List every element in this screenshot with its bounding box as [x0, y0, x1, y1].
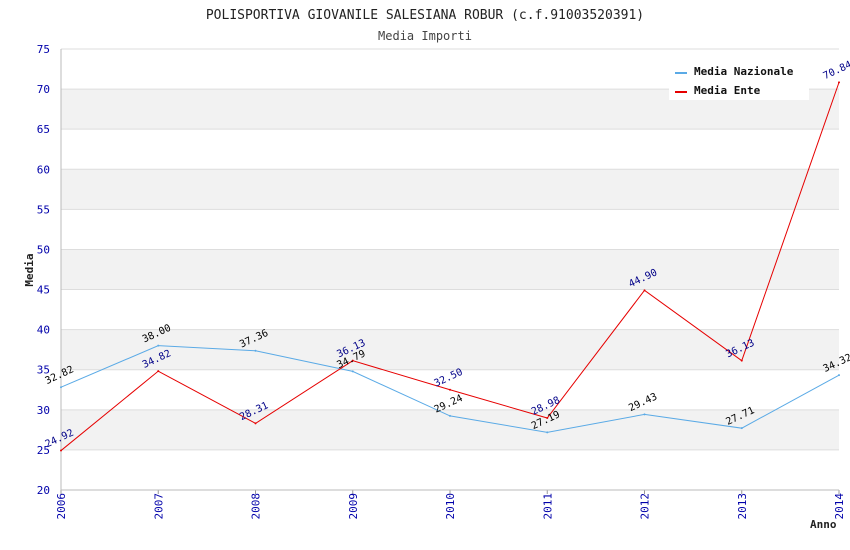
data-point-media-nazionale [449, 414, 451, 417]
y-tick-label: 55 [37, 203, 50, 216]
axes [60, 49, 839, 491]
data-point-media-nazionale [157, 344, 160, 347]
x-tick-label: 2010 [444, 493, 457, 520]
y-tick-label: 35 [37, 364, 50, 377]
data-point-media-nazionale [838, 374, 840, 377]
x-tick-label: 2009 [347, 493, 360, 520]
legend: Media Nazionale Media Ente [669, 60, 809, 100]
grid-lines [60, 48, 840, 494]
data-point-media-nazionale [254, 349, 257, 352]
chart-title: POLISPORTIVA GIOVANILE SALESIANA ROBUR (… [206, 8, 644, 23]
data-point-media-ente [449, 388, 451, 391]
data-point-media-nazionale [546, 431, 549, 434]
y-tick-label: 75 [37, 43, 50, 56]
y-tick-label: 40 [37, 324, 50, 337]
grid-band [61, 169, 839, 210]
y-tick-label: 30 [37, 404, 50, 417]
data-point-media-ente [157, 370, 160, 373]
grid-band [61, 249, 839, 290]
x-axis-label: Anno [810, 518, 837, 531]
tick-labels: 20 25 30 35 40 45 50 55 60 65 70 75 2006 2007 2008 2009… [37, 43, 846, 520]
y-tick-label: 50 [37, 243, 50, 256]
legend-label-media-ente: Media Ente [694, 84, 761, 97]
series-lines [60, 81, 840, 452]
data-point-media-ente [546, 416, 549, 419]
x-tick-label: 2008 [250, 493, 263, 520]
data-point-media-nazionale [643, 413, 646, 416]
data-point-media-ente [740, 359, 743, 362]
grid-bands [61, 89, 839, 450]
x-tick-label: 2011 [541, 493, 554, 520]
data-point-media-nazionale [60, 386, 62, 389]
x-tick-label: 2006 [55, 493, 68, 520]
x-tick-label: 2013 [736, 493, 749, 520]
legend-box [669, 60, 809, 100]
data-point-media-ente [351, 359, 354, 362]
y-tick-label: 70 [37, 83, 50, 96]
chart-subtitle: Media Importi [378, 29, 472, 43]
y-tick-label: 20 [37, 484, 50, 497]
data-point-media-ente [60, 449, 62, 452]
x-tick-label: 2014 [833, 493, 846, 520]
x-tick-label: 2012 [639, 493, 652, 520]
data-point-media-ente [838, 81, 840, 84]
y-tick-label: 25 [37, 444, 50, 457]
data-label-media-ente: 70.84 [822, 59, 850, 82]
data-point-media-nazionale [351, 370, 354, 373]
y-axis-label: Media [23, 253, 36, 286]
y-tick-label: 65 [37, 123, 50, 136]
data-point-media-ente [254, 422, 257, 425]
y-tick-label: 60 [37, 163, 50, 176]
y-tick-label: 45 [37, 284, 50, 297]
legend-label-media-nazionale: Media Nazionale [694, 65, 794, 78]
data-point-media-ente [643, 289, 646, 292]
grid-band [61, 329, 839, 370]
x-tick-label: 2007 [152, 493, 165, 520]
data-point-media-nazionale [740, 427, 743, 430]
